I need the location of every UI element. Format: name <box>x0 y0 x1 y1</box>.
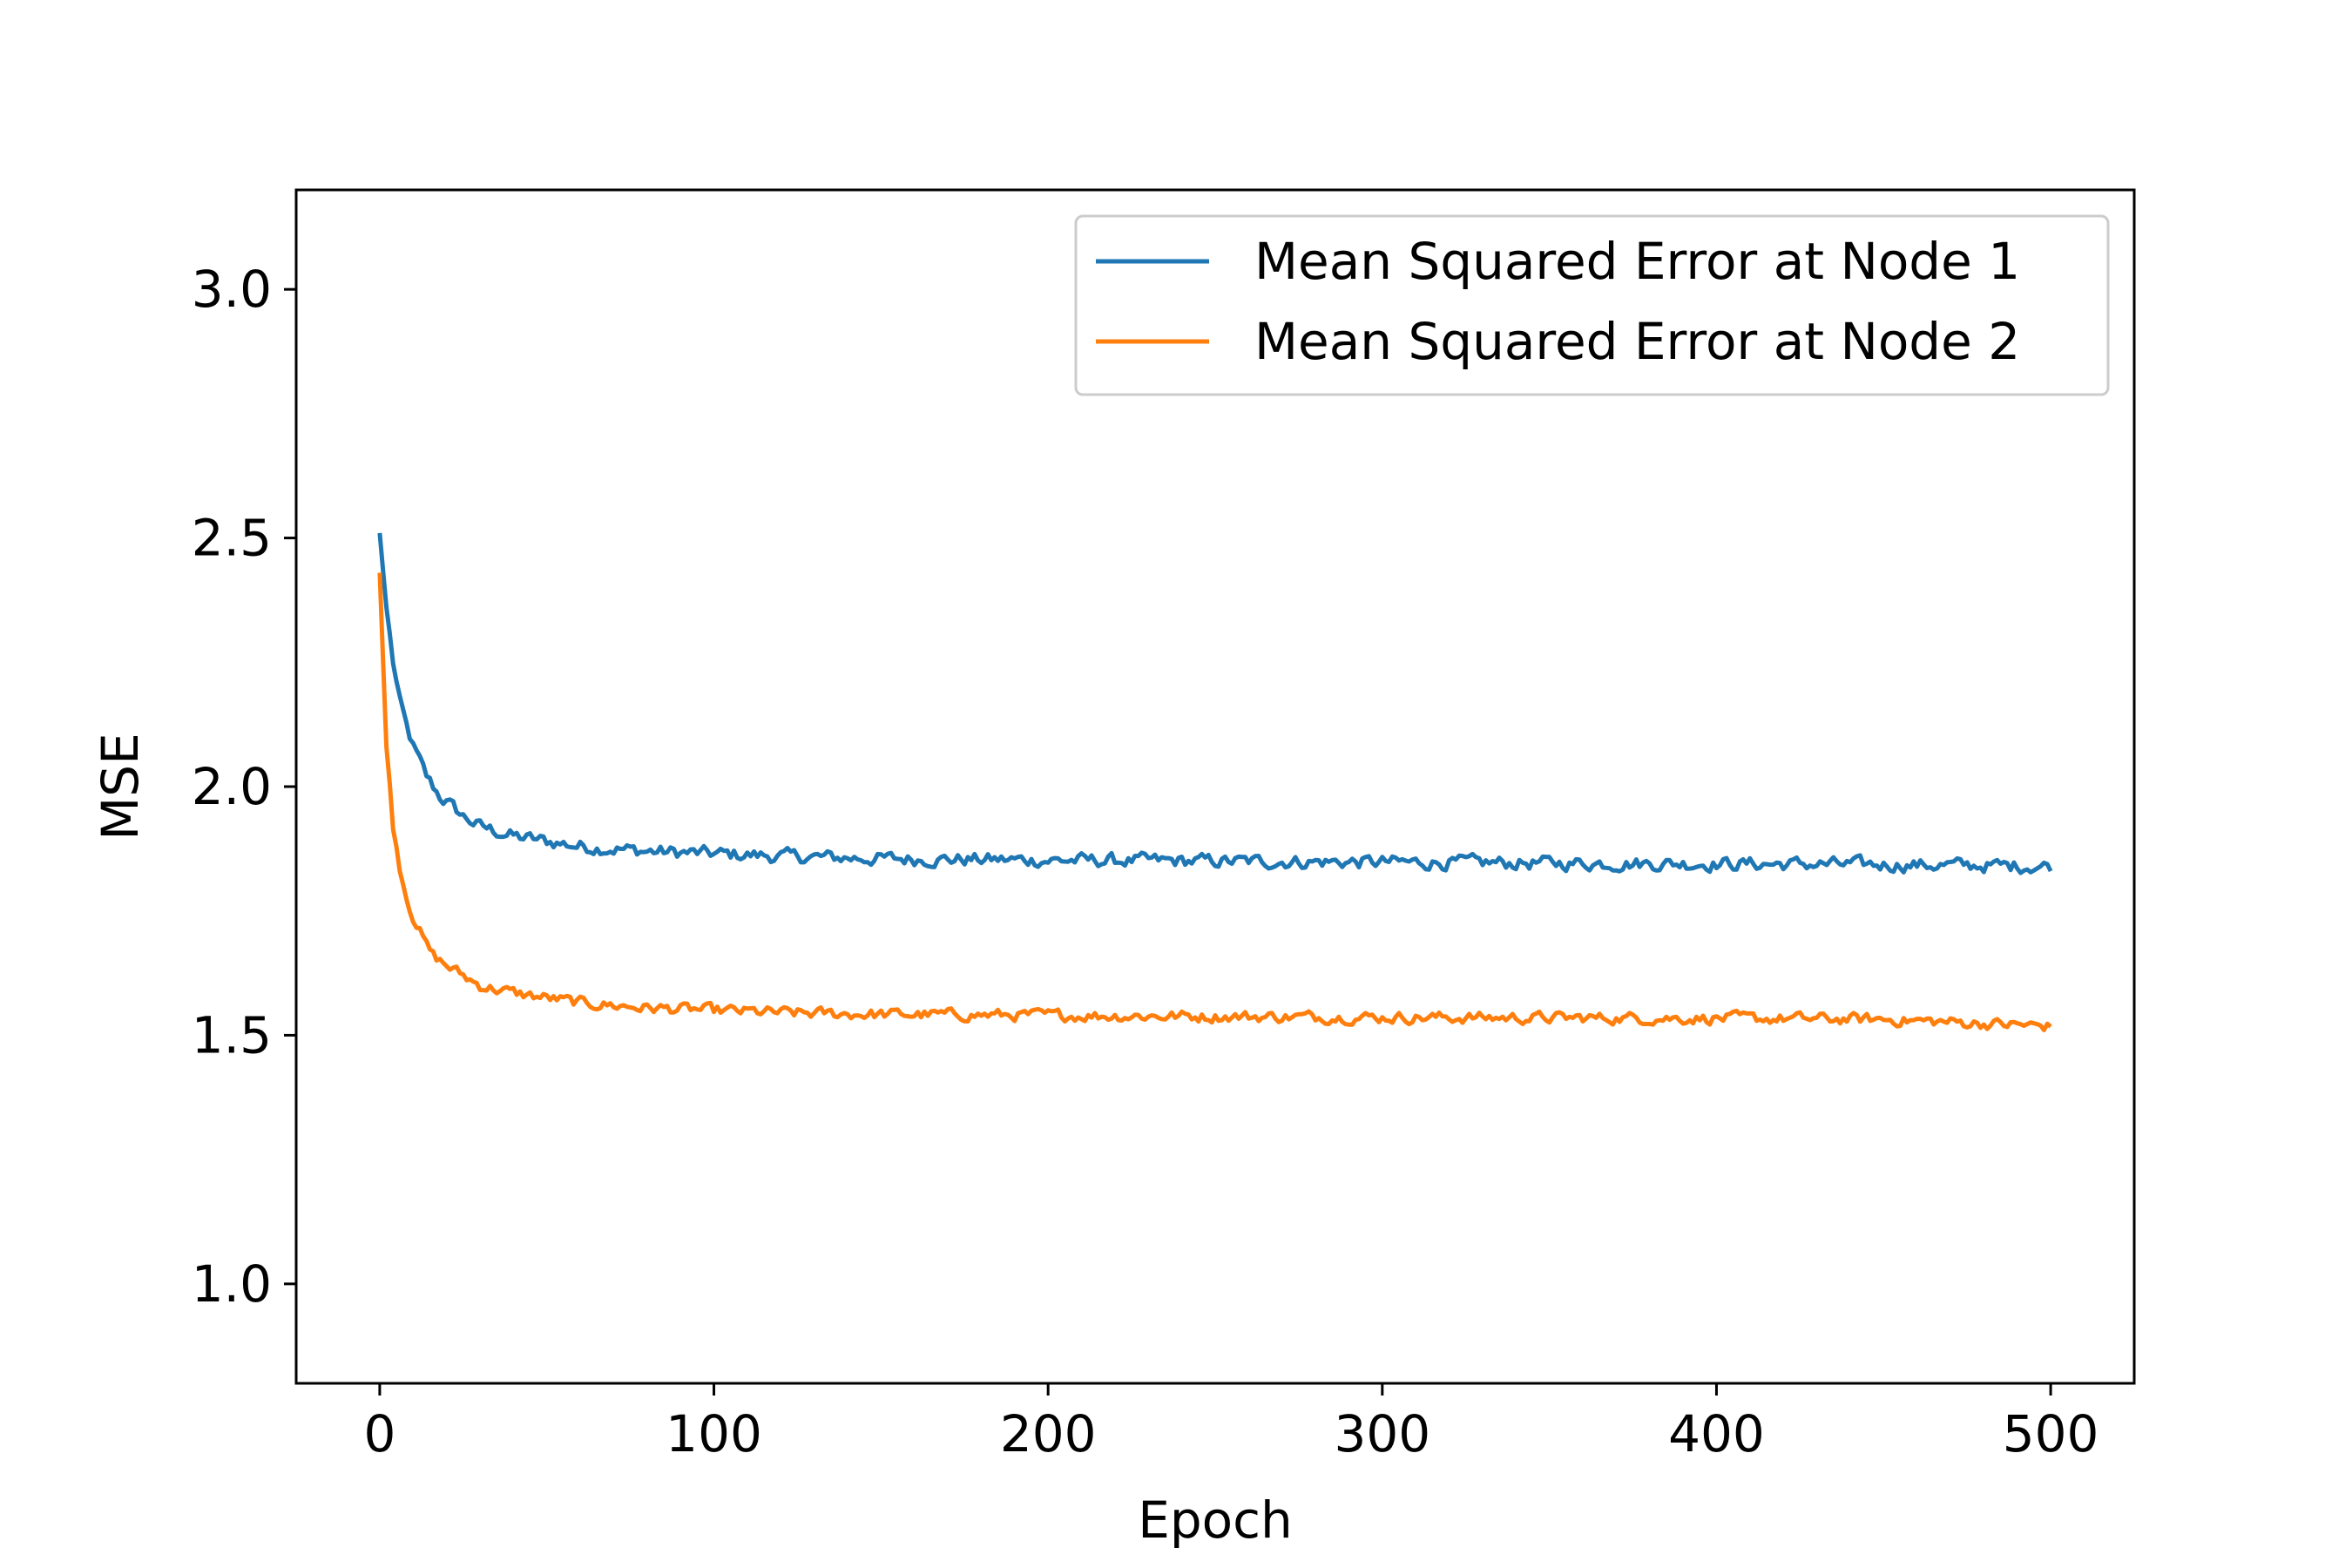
legend-box <box>1074 214 2110 396</box>
x-axis-label: Epoch <box>1138 1490 1293 1550</box>
x-tick-label: 400 <box>1668 1404 1765 1463</box>
series-line-node-1 <box>377 532 2053 875</box>
x-tick-label: 200 <box>1000 1404 1097 1463</box>
y-tick-label: 2.0 <box>192 757 272 816</box>
x-tick-label: 0 <box>363 1404 395 1463</box>
x-axis: 0 100 200 300 400 500 <box>363 1383 2099 1463</box>
legend: Mean Squared Error at Node 1 Mean Squared… <box>1074 214 2110 396</box>
y-tick-label: 1.5 <box>192 1005 272 1064</box>
y-tick-label: 1.0 <box>192 1254 272 1314</box>
y-tick-label: 3.0 <box>192 260 272 319</box>
y-axis-label: MSE <box>91 733 150 841</box>
series-layer <box>377 532 2053 1032</box>
x-tick-label: 500 <box>2003 1404 2099 1463</box>
x-tick-label: 100 <box>666 1404 762 1463</box>
legend-label-node-2: Mean Squared Error at Node 2 <box>1254 312 2020 371</box>
x-tick-label: 300 <box>1334 1404 1430 1463</box>
series-line-node-2 <box>377 572 2052 1032</box>
legend-label-node-1: Mean Squared Error at Node 1 <box>1254 232 2020 291</box>
y-tick-label: 2.5 <box>192 509 272 568</box>
y-axis: 1.0 1.5 2.0 2.5 3.0 <box>192 260 296 1314</box>
